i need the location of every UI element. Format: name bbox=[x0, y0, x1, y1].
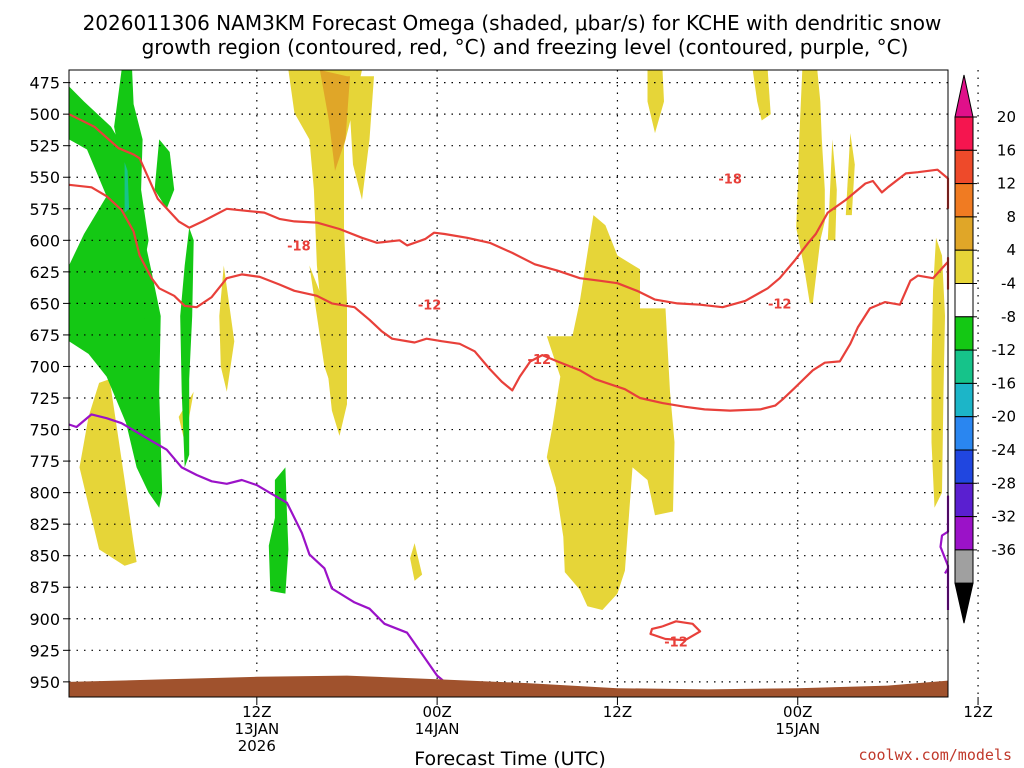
y-tick-label: 775 bbox=[29, 452, 60, 471]
y-axis-ticks: 475 500 525 550 575 600 625 650 675 700 725 750 775 8… bbox=[29, 74, 69, 692]
colorbar-top-arrow bbox=[955, 75, 973, 117]
y-tick-label: 750 bbox=[29, 421, 60, 440]
chart-title-line1: 2026011306 NAM3KM Forecast Omega (shaded… bbox=[83, 11, 942, 35]
x-tick-label: 15JAN bbox=[775, 720, 820, 738]
colorbar-bottom-arrow bbox=[955, 583, 973, 623]
y-tick-label: 825 bbox=[29, 515, 60, 534]
y-tick-label: 950 bbox=[29, 673, 60, 692]
x-tick-label: 2026 bbox=[238, 737, 276, 755]
y-tick-label: 925 bbox=[29, 641, 60, 660]
credit-text: coolwx.com/models bbox=[858, 746, 1012, 764]
colorbar-swatch bbox=[955, 350, 973, 383]
colorbar-label: 8 bbox=[1006, 208, 1016, 226]
colorbar-swatch bbox=[955, 317, 973, 350]
colorbar-label: -16 bbox=[992, 374, 1017, 392]
y-tick-label: 725 bbox=[29, 389, 60, 408]
colorbar-label: 16 bbox=[997, 141, 1016, 159]
colorbar-swatch bbox=[955, 450, 973, 483]
y-tick-label: 550 bbox=[29, 168, 60, 187]
x-tick-label: 13JAN bbox=[234, 720, 279, 738]
x-tick-label: 00Z bbox=[422, 703, 451, 721]
colorbar-swatch bbox=[955, 217, 973, 250]
contour-label: -18 bbox=[718, 172, 742, 187]
y-tick-label: 875 bbox=[29, 578, 60, 597]
colorbar-label: 4 bbox=[1006, 241, 1016, 259]
colorbar-swatch bbox=[955, 284, 973, 317]
colorbar-swatch bbox=[955, 184, 973, 217]
y-tick-label: 600 bbox=[29, 231, 60, 250]
colorbar-swatch bbox=[955, 483, 973, 516]
contour-label: -12 bbox=[768, 297, 792, 312]
y-tick-label: 675 bbox=[29, 326, 60, 345]
contour-label: -18 bbox=[287, 239, 311, 254]
y-tick-label: 525 bbox=[29, 137, 60, 156]
y-tick-label: 500 bbox=[29, 105, 60, 124]
colorbar-swatch bbox=[955, 517, 973, 550]
contour-label: -12 bbox=[528, 353, 552, 368]
y-tick-label: 650 bbox=[29, 294, 60, 313]
y-tick-label: 475 bbox=[29, 74, 60, 93]
colorbar-label: -8 bbox=[1001, 308, 1016, 326]
colorbar-label: -24 bbox=[992, 441, 1017, 459]
y-tick-label: 800 bbox=[29, 484, 60, 503]
colorbar-swatch bbox=[955, 150, 973, 183]
omega-forecast-chart: 2026011306 NAM3KM Forecast Omega (shaded… bbox=[0, 0, 1024, 768]
contour-label: -12 bbox=[664, 635, 688, 650]
plot-area: -18 -18 -12 -12 -12 -12 bbox=[69, 70, 978, 697]
x-axis-label: Forecast Time (UTC) bbox=[414, 748, 605, 768]
y-tick-label: 850 bbox=[29, 547, 60, 566]
colorbar-swatch bbox=[955, 417, 973, 450]
chart-title-line2: growth region (contoured, red, °C) and f… bbox=[142, 35, 909, 59]
colorbar-label: 20 bbox=[997, 108, 1016, 126]
x-tick-label: 12Z bbox=[242, 703, 271, 721]
x-tick-label: 14JAN bbox=[415, 720, 460, 738]
colorbar-label: -4 bbox=[1001, 275, 1016, 293]
colorbar-label: -20 bbox=[992, 408, 1017, 426]
colorbar-swatch bbox=[955, 250, 973, 283]
colorbar-label: -12 bbox=[992, 341, 1017, 359]
colorbar-label: 12 bbox=[997, 175, 1016, 193]
colorbar-swatch bbox=[955, 550, 973, 583]
y-tick-label: 900 bbox=[29, 610, 60, 629]
colorbar: 20 16 12 8 4 -4 -8 -12 -16 -20 -24 -28 -32 -36 bbox=[955, 75, 1016, 623]
colorbar-label: -28 bbox=[992, 474, 1017, 492]
x-tick-label: 12Z bbox=[603, 703, 632, 721]
y-tick-label: 575 bbox=[29, 200, 60, 219]
colorbar-label: -32 bbox=[992, 508, 1017, 526]
colorbar-swatch bbox=[955, 117, 973, 150]
x-tick-label: 00Z bbox=[783, 703, 812, 721]
colorbar-label: -36 bbox=[992, 541, 1017, 559]
contour-label: -12 bbox=[418, 299, 442, 314]
y-tick-label: 625 bbox=[29, 263, 60, 282]
colorbar-swatch bbox=[955, 383, 973, 416]
y-tick-label: 700 bbox=[29, 357, 60, 376]
x-tick-label: 12Z bbox=[963, 703, 992, 721]
